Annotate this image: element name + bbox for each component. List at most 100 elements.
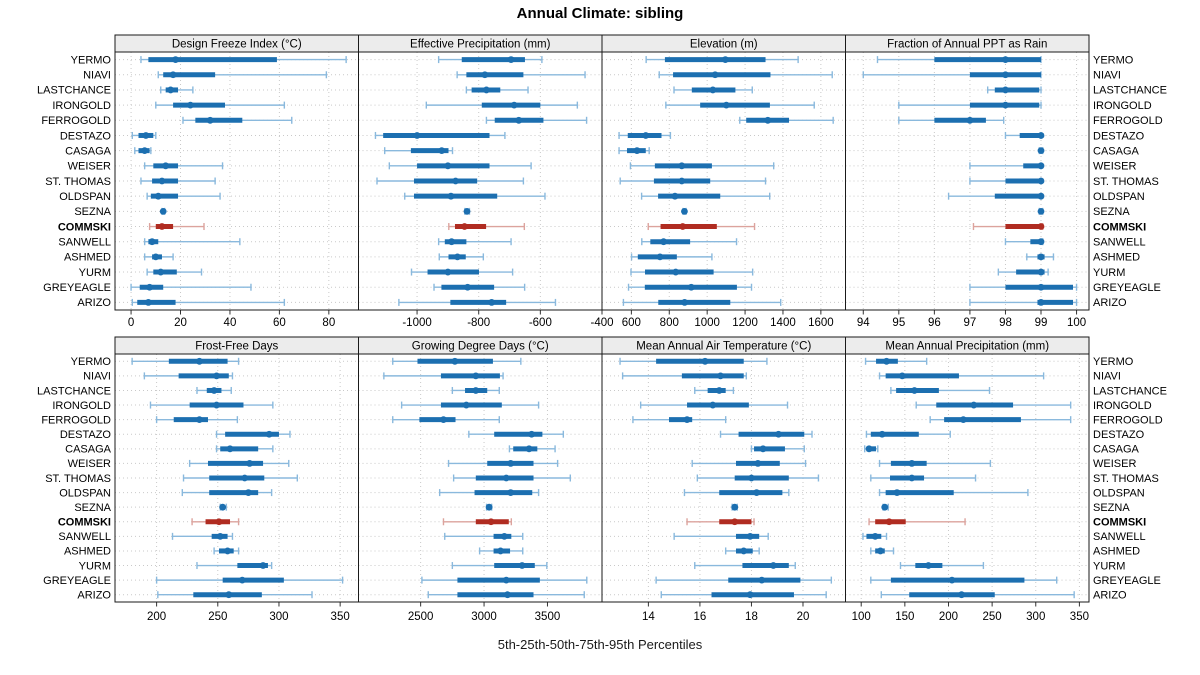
median-dot: [528, 430, 536, 438]
site-row-irongold: [898, 101, 1042, 109]
site-row-yermo: [619, 357, 768, 365]
median-dot: [925, 562, 932, 569]
axis-tick-label: 300: [269, 611, 288, 623]
axis-tick-label: 250: [983, 611, 1002, 623]
median-dot: [472, 387, 480, 394]
site-row-sanwell: [862, 532, 888, 540]
median-dot: [169, 71, 177, 79]
median-dot: [146, 283, 154, 291]
median-dot: [215, 518, 223, 526]
site-label-right: DESTAZO: [1093, 130, 1145, 142]
median-dot: [158, 223, 166, 230]
site-row-weiser: [388, 162, 532, 170]
axis-tick-label: -800: [467, 317, 490, 329]
site-row-commski: [148, 223, 205, 231]
median-dot: [504, 591, 511, 599]
median-dot: [481, 71, 489, 79]
site-label-left: ST. THOMAS: [45, 176, 111, 188]
site-row-casaga: [383, 147, 454, 155]
site-label-right: DESTAZO: [1093, 429, 1145, 441]
axis-tick-label: 1200: [732, 317, 758, 329]
axis-tick-label: 98: [999, 317, 1012, 329]
axis-tick-label: 1400: [770, 317, 796, 329]
site-row-ashmed: [724, 547, 760, 555]
median-dot: [633, 147, 641, 155]
site-row-oldspan: [181, 489, 273, 497]
site-label-left: LASTCHANCE: [37, 385, 111, 397]
site-row-oldspan: [640, 192, 771, 200]
site-row-arizo: [398, 298, 557, 306]
site-label-left: COMMSKI: [58, 221, 111, 233]
site-row-destazo: [865, 430, 951, 438]
site-row-niavi: [143, 372, 234, 380]
median-dot: [898, 372, 906, 380]
median-dot: [502, 576, 510, 584]
median-dot: [753, 489, 761, 496]
site-row-greyeagle: [655, 576, 833, 584]
axis-tick-label: 300: [1026, 611, 1045, 623]
site-row-destazo: [374, 131, 506, 139]
median-dot: [754, 460, 762, 467]
axis-tick-label: 600: [622, 317, 641, 329]
site-label-left: FERROGOLD: [41, 414, 111, 426]
median-dot: [142, 132, 150, 139]
site-row-destazo: [215, 430, 291, 438]
site-row-niavi: [383, 372, 504, 380]
site-label-left: DESTAZO: [60, 429, 112, 441]
median-dot: [709, 401, 717, 409]
site-row-greyeagle: [433, 283, 526, 291]
site-row-irongold: [665, 101, 815, 109]
site-row-weiser: [188, 459, 290, 467]
site-row-weiser: [629, 162, 775, 170]
median-dot: [159, 207, 167, 215]
site-row-niavi: [157, 71, 328, 79]
median-dot: [1037, 207, 1045, 215]
site-row-oldspan: [683, 489, 790, 497]
site-label-right: SANWELL: [1093, 531, 1146, 543]
panel-strip-title: Elevation (m): [690, 39, 758, 51]
median-dot: [444, 162, 452, 170]
site-row-niavi: [658, 71, 833, 79]
median-dot: [911, 387, 918, 394]
site-label-left: ARIZO: [77, 590, 111, 602]
median-dot: [959, 416, 967, 424]
site-row-ferrogold: [739, 116, 834, 124]
median-dot: [210, 387, 218, 394]
site-row-ferrogold: [898, 116, 1005, 124]
panel-frost-free-days: 200 250 300 350 Frost-Free Days: [114, 336, 359, 623]
axis-tick-label: 1000: [694, 317, 720, 329]
median-dot: [958, 591, 965, 599]
site-row-casaga: [134, 147, 152, 155]
axis-tick-label: 18: [745, 611, 758, 623]
site-row-st-thomas: [969, 177, 1045, 185]
axis-tick-label: 350: [331, 611, 350, 623]
site-label-right: YURM: [1093, 267, 1125, 279]
site-row-ferrogold: [182, 116, 293, 124]
site-label-left: YERMO: [71, 356, 112, 368]
site-row-sezna: [485, 503, 493, 511]
panel-growing-degree-days-c: 2500 3000 3500 Growing Degree Days (°C): [358, 336, 603, 623]
median-dot: [196, 357, 203, 365]
median-dot: [970, 401, 978, 409]
median-dot: [448, 238, 455, 246]
median-dot: [740, 547, 748, 555]
site-label-right: WEISER: [1093, 161, 1136, 173]
median-dot: [488, 299, 496, 306]
median-dot: [157, 268, 165, 276]
median-dot: [226, 445, 234, 453]
median-dot: [515, 116, 523, 124]
site-label-right: SANWELL: [1093, 237, 1146, 249]
site-row-sanwell: [437, 238, 512, 246]
median-dot: [144, 299, 152, 306]
median-dot: [444, 268, 452, 276]
median-dot: [148, 238, 156, 246]
site-row-sezna: [219, 503, 228, 511]
site-row-ashmed: [143, 253, 174, 261]
axis-tick-label: 200: [147, 611, 166, 623]
median-dot: [461, 223, 468, 230]
site-label-left: SEZNA: [74, 502, 111, 514]
median-dot: [507, 460, 515, 467]
site-label-right: CASAGA: [1093, 444, 1140, 456]
site-label-right: LASTCHANCE: [1093, 85, 1167, 97]
